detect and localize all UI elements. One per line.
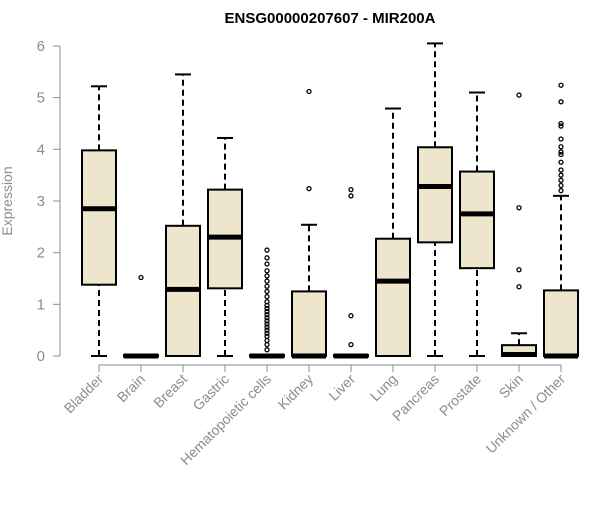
box-rect: [291, 290, 327, 357]
outlier-point: [264, 255, 270, 261]
outlier-point: [264, 341, 270, 348]
x-tick-label: Bladder: [61, 371, 107, 417]
box-hematopoietic-cells: [249, 247, 285, 359]
outlier-point: [264, 315, 270, 321]
outlier-point: [264, 302, 270, 309]
outlier-point: [264, 321, 270, 327]
outlier-point: [264, 293, 270, 300]
outlier-point: [264, 318, 270, 324]
y-tick-label: 3: [37, 193, 45, 210]
outlier-point: [558, 82, 564, 88]
outlier-point: [348, 341, 354, 348]
outlier-point: [264, 247, 270, 253]
box-lung: [375, 107, 411, 357]
x-tick-label: Skin: [496, 371, 527, 402]
outlier-point: [264, 330, 270, 336]
y-tick-label: 2: [37, 245, 45, 262]
outlier-point: [558, 123, 564, 129]
y-tick-label: 0: [37, 348, 45, 365]
outlier-point: [348, 313, 354, 319]
outlier-point: [558, 182, 564, 189]
outlier-point: [264, 261, 270, 267]
x-tick-label: Prostate: [436, 371, 484, 419]
outlier-point: [264, 273, 270, 279]
outlier-point: [558, 120, 564, 127]
outlier-point: [348, 186, 354, 193]
outlier-point: [516, 284, 522, 290]
box-bladder: [81, 85, 117, 357]
box-pancreas: [417, 42, 453, 357]
box-skin: [501, 92, 537, 357]
outlier-point: [264, 324, 270, 330]
outlier-point: [306, 185, 312, 192]
box-rect: [81, 149, 117, 286]
outlier-point: [558, 149, 564, 155]
outlier-point: [558, 99, 564, 105]
outlier-point: [306, 88, 312, 95]
y-axis: 0 1 2 3 4 5 6: [37, 38, 61, 365]
box-unknown-other: [543, 82, 579, 359]
outlier-point: [264, 268, 270, 274]
outlier-point: [264, 312, 270, 318]
outlier-point: [264, 347, 270, 353]
box-brain: [123, 274, 159, 359]
x-tick-label: Unknown / Other: [483, 371, 569, 457]
outlier-point: [348, 193, 354, 199]
outlier-point: [264, 278, 270, 284]
y-tick-label: 5: [37, 90, 45, 107]
outlier-point: [264, 308, 270, 315]
box-rect: [459, 170, 495, 270]
outlier-point: [264, 327, 270, 333]
outlier-point: [558, 144, 564, 150]
outlier-point: [516, 267, 522, 273]
x-tick-label: Pancreas: [389, 371, 442, 424]
outlier-point: [558, 159, 564, 165]
outlier-point: [558, 177, 564, 183]
outlier-point: [516, 205, 522, 211]
x-tick-label: Kidney: [275, 371, 317, 413]
box-breast: [165, 73, 201, 357]
box-rect: [543, 289, 579, 357]
y-tick-label: 4: [37, 141, 45, 158]
chart-title: ENSG00000207607 - MIR200A: [225, 10, 436, 27]
outlier-point: [138, 274, 144, 281]
outlier-point: [516, 92, 522, 98]
outlier-point: [558, 136, 564, 142]
x-tick-label: Liver: [325, 371, 358, 404]
boxes-layer: [81, 42, 579, 359]
box-prostate: [459, 91, 495, 357]
box-gastric: [207, 136, 243, 357]
box-kidney: [291, 88, 327, 359]
outlier-point: [558, 188, 564, 194]
y-tick-label: 6: [37, 38, 45, 55]
x-tick-label: Breast: [150, 371, 190, 411]
outlier-point: [558, 167, 564, 173]
outlier-point: [264, 305, 270, 312]
outlier-point: [264, 337, 270, 344]
box-liver: [333, 186, 369, 359]
box-rect: [375, 237, 411, 357]
x-tick-label: Lung: [367, 371, 400, 404]
y-axis-label: Expression: [0, 166, 15, 235]
outlier-point: [558, 172, 564, 178]
outlier-point: [558, 151, 564, 158]
outlier-point: [264, 288, 270, 295]
y-tick-label: 1: [37, 296, 45, 313]
outlier-point: [264, 283, 270, 289]
box-rect: [417, 146, 453, 244]
outlier-point: [264, 333, 270, 340]
x-tick-label: Brain: [114, 371, 148, 405]
